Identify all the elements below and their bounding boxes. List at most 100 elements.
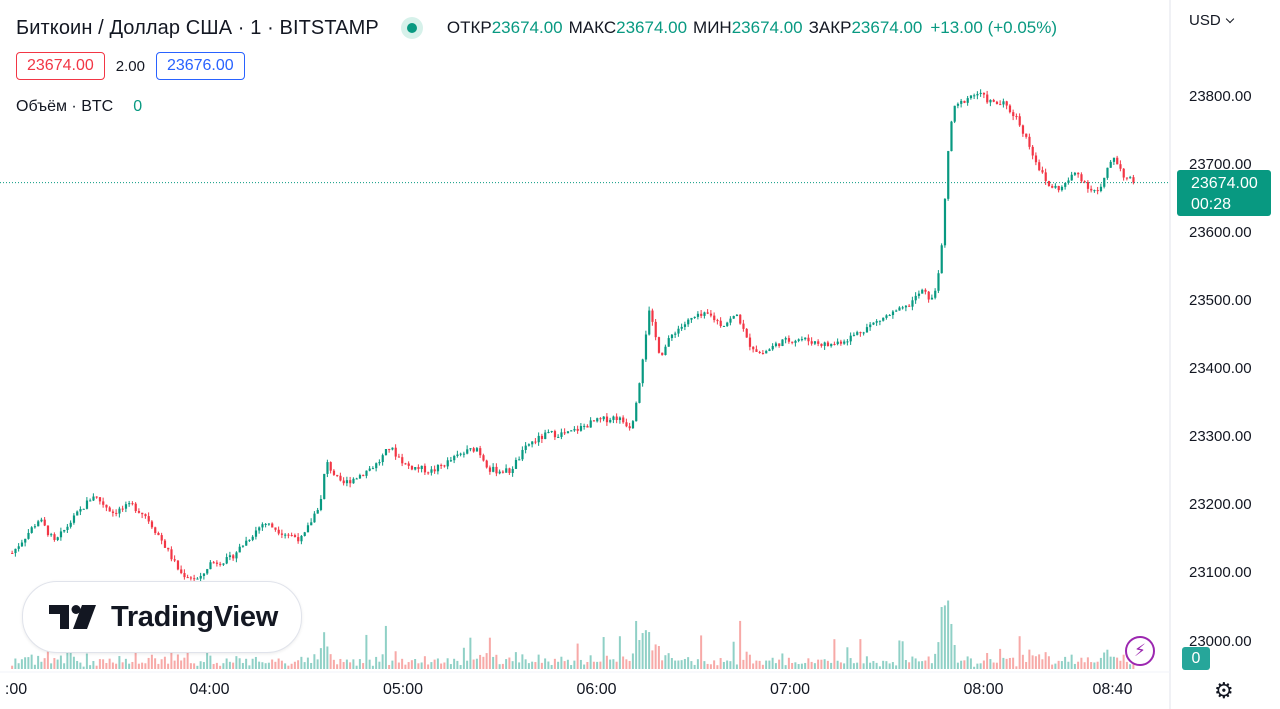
candle-body — [599, 418, 602, 420]
candle-body — [859, 332, 862, 334]
volume-bar — [960, 660, 963, 669]
volume-bar — [862, 663, 865, 669]
candle-body — [1086, 182, 1090, 189]
volume-bar — [602, 637, 605, 669]
volume-bar — [154, 658, 157, 669]
volume-legend[interactable]: Объём · BTC 0 — [16, 98, 142, 116]
volume-bar — [576, 643, 579, 669]
volume-bar — [209, 655, 212, 669]
volume-bar — [456, 660, 459, 669]
volume-bar — [846, 647, 849, 669]
volume-bar — [118, 656, 121, 669]
candle-body — [219, 563, 222, 565]
candle-body — [118, 508, 121, 514]
candle-body — [43, 519, 46, 526]
volume-bar — [833, 639, 836, 669]
candle-body — [706, 312, 709, 314]
volume-bar — [901, 641, 904, 669]
candle-body — [30, 527, 33, 533]
volume-bar — [592, 661, 595, 669]
candle-body — [768, 349, 771, 352]
volume-bar — [1119, 660, 1122, 669]
volume-bar — [479, 654, 482, 669]
volume-bar — [267, 662, 270, 669]
candle-body — [1077, 172, 1080, 175]
volume-bar — [30, 654, 33, 669]
volume-bar — [599, 661, 602, 669]
candle-body — [1041, 170, 1044, 173]
volume-bar — [839, 662, 842, 669]
volume-bar — [297, 660, 300, 669]
candle-body — [1018, 116, 1021, 126]
candle-body — [687, 319, 690, 325]
volume-bar — [573, 660, 576, 669]
volume-bar — [95, 665, 98, 669]
candle-body — [602, 416, 605, 420]
candle-body — [722, 325, 726, 327]
volume-bar — [280, 660, 283, 669]
candle-body — [225, 557, 228, 564]
candle-body — [557, 436, 560, 438]
volume-bar — [313, 654, 316, 669]
volume-bar — [826, 660, 829, 669]
candle-body — [592, 420, 596, 422]
volume-bar — [371, 665, 374, 669]
candle-body — [726, 322, 729, 326]
candle-body — [232, 555, 235, 559]
volume-bar — [375, 656, 378, 669]
volume-bar — [992, 662, 995, 669]
volume-bar — [72, 656, 75, 669]
volume-bar — [300, 656, 303, 669]
volume-bar — [420, 662, 423, 669]
volume-bar — [703, 661, 706, 669]
x-tick-label: 07:00 — [769, 681, 811, 698]
tradingview-logo[interactable]: TradingView — [22, 581, 302, 653]
candle-body — [440, 464, 443, 466]
gear-icon[interactable]: ⚙ — [1214, 678, 1234, 703]
sell-button[interactable]: 23674.00 — [16, 52, 105, 80]
candle-body — [930, 297, 934, 300]
x-tick-label: 04:00 — [189, 681, 230, 698]
volume-bar — [943, 605, 946, 669]
currency-selector[interactable]: USD — [1189, 12, 1234, 29]
volume-bar — [33, 664, 36, 669]
candle-body — [839, 341, 843, 344]
candle-body — [66, 526, 69, 530]
candle-body — [700, 313, 703, 316]
candle-body — [401, 457, 404, 464]
candle-body — [267, 523, 271, 525]
candle-body — [1070, 174, 1073, 181]
candle-body — [914, 295, 917, 301]
candle-body — [404, 463, 407, 465]
candle-body — [953, 105, 956, 122]
candle-body — [189, 577, 193, 579]
candle-body — [375, 463, 378, 469]
volume-bar — [732, 641, 735, 669]
y-tick-label: 23000.00 — [1189, 632, 1252, 650]
candle-body — [147, 516, 150, 522]
candle-body — [1064, 182, 1067, 187]
volume-bar — [1073, 663, 1076, 669]
candle-body — [670, 334, 674, 339]
volume-bar — [882, 660, 885, 669]
candle-body — [869, 324, 872, 328]
volume-bar — [310, 662, 313, 669]
symbol-title[interactable]: Биткоин / Доллар США · 1 · BITSTAMP — [16, 16, 379, 39]
candle-body — [924, 289, 927, 292]
volume-bar — [365, 634, 368, 669]
candle-body — [813, 341, 817, 344]
candle-body — [748, 337, 752, 347]
candle-body — [1054, 185, 1057, 188]
volume-bar — [1109, 656, 1112, 669]
volume-bar — [462, 647, 465, 669]
volume-bar — [622, 656, 625, 669]
buy-button[interactable]: 23676.00 — [155, 52, 245, 80]
candle-body — [615, 416, 618, 421]
bolt-icon[interactable]: ⚡ — [1125, 636, 1155, 666]
tradingview-logo-icon — [49, 605, 96, 629]
candle-body — [258, 527, 261, 531]
candle-body — [241, 545, 245, 547]
volume-bar — [651, 650, 654, 669]
last-price-tag: 23674.00 00:28 — [1177, 170, 1271, 216]
